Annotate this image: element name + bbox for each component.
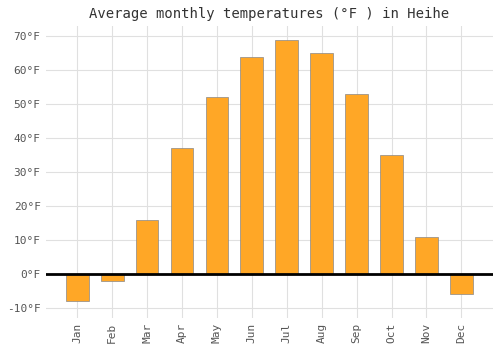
Bar bbox=[276, 40, 298, 274]
Bar bbox=[206, 98, 229, 274]
Bar bbox=[170, 148, 194, 274]
Title: Average monthly temperatures (°F ) in Heihe: Average monthly temperatures (°F ) in He… bbox=[89, 7, 450, 21]
Bar bbox=[450, 274, 472, 294]
Bar bbox=[101, 274, 124, 281]
Bar bbox=[310, 54, 333, 274]
Bar bbox=[240, 57, 263, 274]
Bar bbox=[66, 274, 88, 301]
Bar bbox=[380, 155, 403, 274]
Bar bbox=[346, 94, 368, 274]
Bar bbox=[415, 237, 438, 274]
Bar bbox=[136, 219, 158, 274]
